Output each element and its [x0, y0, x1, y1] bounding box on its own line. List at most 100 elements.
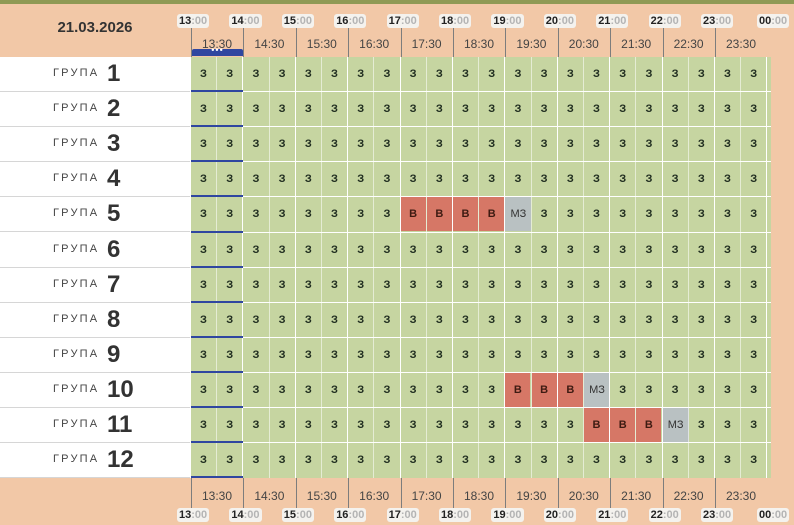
slot-busy[interactable]: В — [453, 197, 478, 232]
slot-busy[interactable]: В — [557, 372, 583, 407]
slot-free[interactable]: З — [671, 454, 679, 467]
slot-free[interactable]: З — [645, 313, 653, 326]
slot-free[interactable]: З — [200, 419, 207, 431]
slot-free[interactable]: З — [645, 243, 653, 256]
slot-free[interactable]: З — [331, 419, 338, 431]
slot-free[interactable]: З — [435, 348, 443, 361]
slot-free[interactable]: З — [514, 313, 522, 326]
slot-free[interactable]: З — [488, 313, 496, 326]
slot-busy[interactable]: В — [505, 372, 531, 407]
slot-free[interactable]: З — [409, 138, 417, 151]
slot-free[interactable]: З — [278, 243, 286, 256]
slot-free[interactable]: З — [750, 208, 758, 221]
slot-free[interactable]: З — [593, 278, 600, 291]
group-label-6[interactable]: ГРУПА 6 — [0, 233, 190, 268]
slot-free[interactable]: З — [409, 348, 417, 361]
group-label-2[interactable]: ГРУПА 2 — [0, 92, 190, 128]
slot-free[interactable]: З — [200, 348, 207, 361]
slot-free[interactable]: З — [750, 243, 758, 256]
slot-free[interactable]: З — [435, 419, 443, 431]
slot-free[interactable]: З — [671, 243, 679, 256]
slot-free[interactable]: З — [724, 208, 731, 221]
slot-free[interactable]: З — [409, 278, 417, 291]
group-label-9[interactable]: ГРУПА 9 — [0, 338, 190, 373]
slot-free[interactable]: З — [383, 348, 391, 361]
slot-free[interactable]: З — [200, 454, 207, 467]
slot-free[interactable]: З — [540, 68, 548, 80]
slot-busy[interactable]: В — [400, 197, 426, 232]
group-label-1[interactable]: ГРУПА 1 — [0, 57, 190, 92]
slot-free[interactable]: З — [383, 383, 391, 396]
slot-free[interactable]: З — [593, 68, 600, 80]
slot-free[interactable]: З — [645, 208, 653, 221]
slot-free[interactable]: З — [724, 313, 731, 326]
slot-free[interactable]: З — [304, 383, 312, 396]
slot-free[interactable]: З — [226, 103, 234, 116]
slot-free[interactable]: З — [724, 419, 731, 431]
slot-free[interactable]: З — [593, 243, 600, 256]
slot-free[interactable]: З — [304, 278, 312, 291]
slot-busy[interactable]: В — [426, 197, 452, 232]
slot-free[interactable]: З — [200, 208, 207, 221]
slot-free[interactable]: З — [462, 243, 469, 256]
slot-free[interactable]: З — [226, 68, 234, 80]
slot-free[interactable]: З — [514, 138, 522, 151]
slot-free[interactable]: З — [566, 173, 574, 186]
slot-busy[interactable]: В — [531, 372, 557, 407]
slot-free[interactable]: З — [619, 313, 627, 326]
slot-free[interactable]: З — [226, 313, 234, 326]
slot-free[interactable]: З — [514, 68, 522, 80]
slot-free[interactable]: З — [697, 173, 705, 186]
slot-free[interactable]: З — [619, 383, 627, 396]
slot-free[interactable]: З — [304, 103, 312, 116]
slot-free[interactable]: З — [514, 278, 522, 291]
slot-free[interactable]: З — [566, 454, 574, 467]
slot-free[interactable]: З — [252, 68, 260, 80]
slot-free[interactable]: З — [435, 68, 443, 80]
slot-free[interactable]: З — [540, 419, 548, 431]
slot-free[interactable]: З — [462, 454, 469, 467]
slot-free[interactable]: З — [645, 103, 653, 116]
slot-free[interactable]: З — [724, 278, 731, 291]
slot-free[interactable]: З — [226, 383, 234, 396]
slot-free[interactable]: З — [435, 138, 443, 151]
slot-free[interactable]: З — [200, 68, 207, 80]
slot-free[interactable]: З — [383, 138, 391, 151]
slot-free[interactable]: З — [435, 454, 443, 467]
slot-free[interactable]: З — [331, 313, 338, 326]
slot-free[interactable]: З — [331, 454, 338, 467]
slot-free[interactable]: З — [252, 419, 260, 431]
slot-free[interactable]: З — [540, 278, 548, 291]
slot-free[interactable]: З — [278, 278, 286, 291]
slot-free[interactable]: З — [750, 103, 758, 116]
slot-free[interactable]: З — [671, 103, 679, 116]
slot-free[interactable]: З — [514, 243, 522, 256]
slot-free[interactable]: З — [566, 278, 574, 291]
slot-free[interactable]: З — [278, 208, 286, 221]
slot-free[interactable]: З — [304, 68, 312, 80]
slot-busy[interactable]: В — [610, 408, 636, 442]
slot-free[interactable]: З — [566, 348, 574, 361]
slot-free[interactable]: З — [226, 138, 234, 151]
slot-free[interactable]: З — [619, 68, 627, 80]
slot-free[interactable]: З — [750, 68, 758, 80]
slot-free[interactable]: З — [409, 454, 417, 467]
slot-free[interactable]: З — [278, 138, 286, 151]
slot-free[interactable]: З — [750, 278, 758, 291]
slot-free[interactable]: З — [304, 348, 312, 361]
slot-free[interactable]: З — [566, 419, 574, 431]
slot-free[interactable]: З — [645, 383, 653, 396]
group-label-7[interactable]: ГРУПА 7 — [0, 268, 190, 303]
slot-free[interactable]: З — [383, 103, 391, 116]
slot-free[interactable]: З — [252, 243, 260, 256]
slot-free[interactable]: З — [462, 173, 469, 186]
slot-free[interactable]: З — [750, 313, 758, 326]
slot-free[interactable]: З — [593, 313, 600, 326]
slot-free[interactable]: З — [697, 454, 705, 467]
slot-free[interactable]: З — [200, 138, 207, 151]
slot-free[interactable]: З — [462, 68, 469, 80]
current-time-marker[interactable]: ••• — [192, 45, 243, 56]
slot-free[interactable]: З — [409, 173, 417, 186]
slot-free[interactable]: З — [278, 454, 286, 467]
slot-free[interactable]: З — [540, 103, 548, 116]
